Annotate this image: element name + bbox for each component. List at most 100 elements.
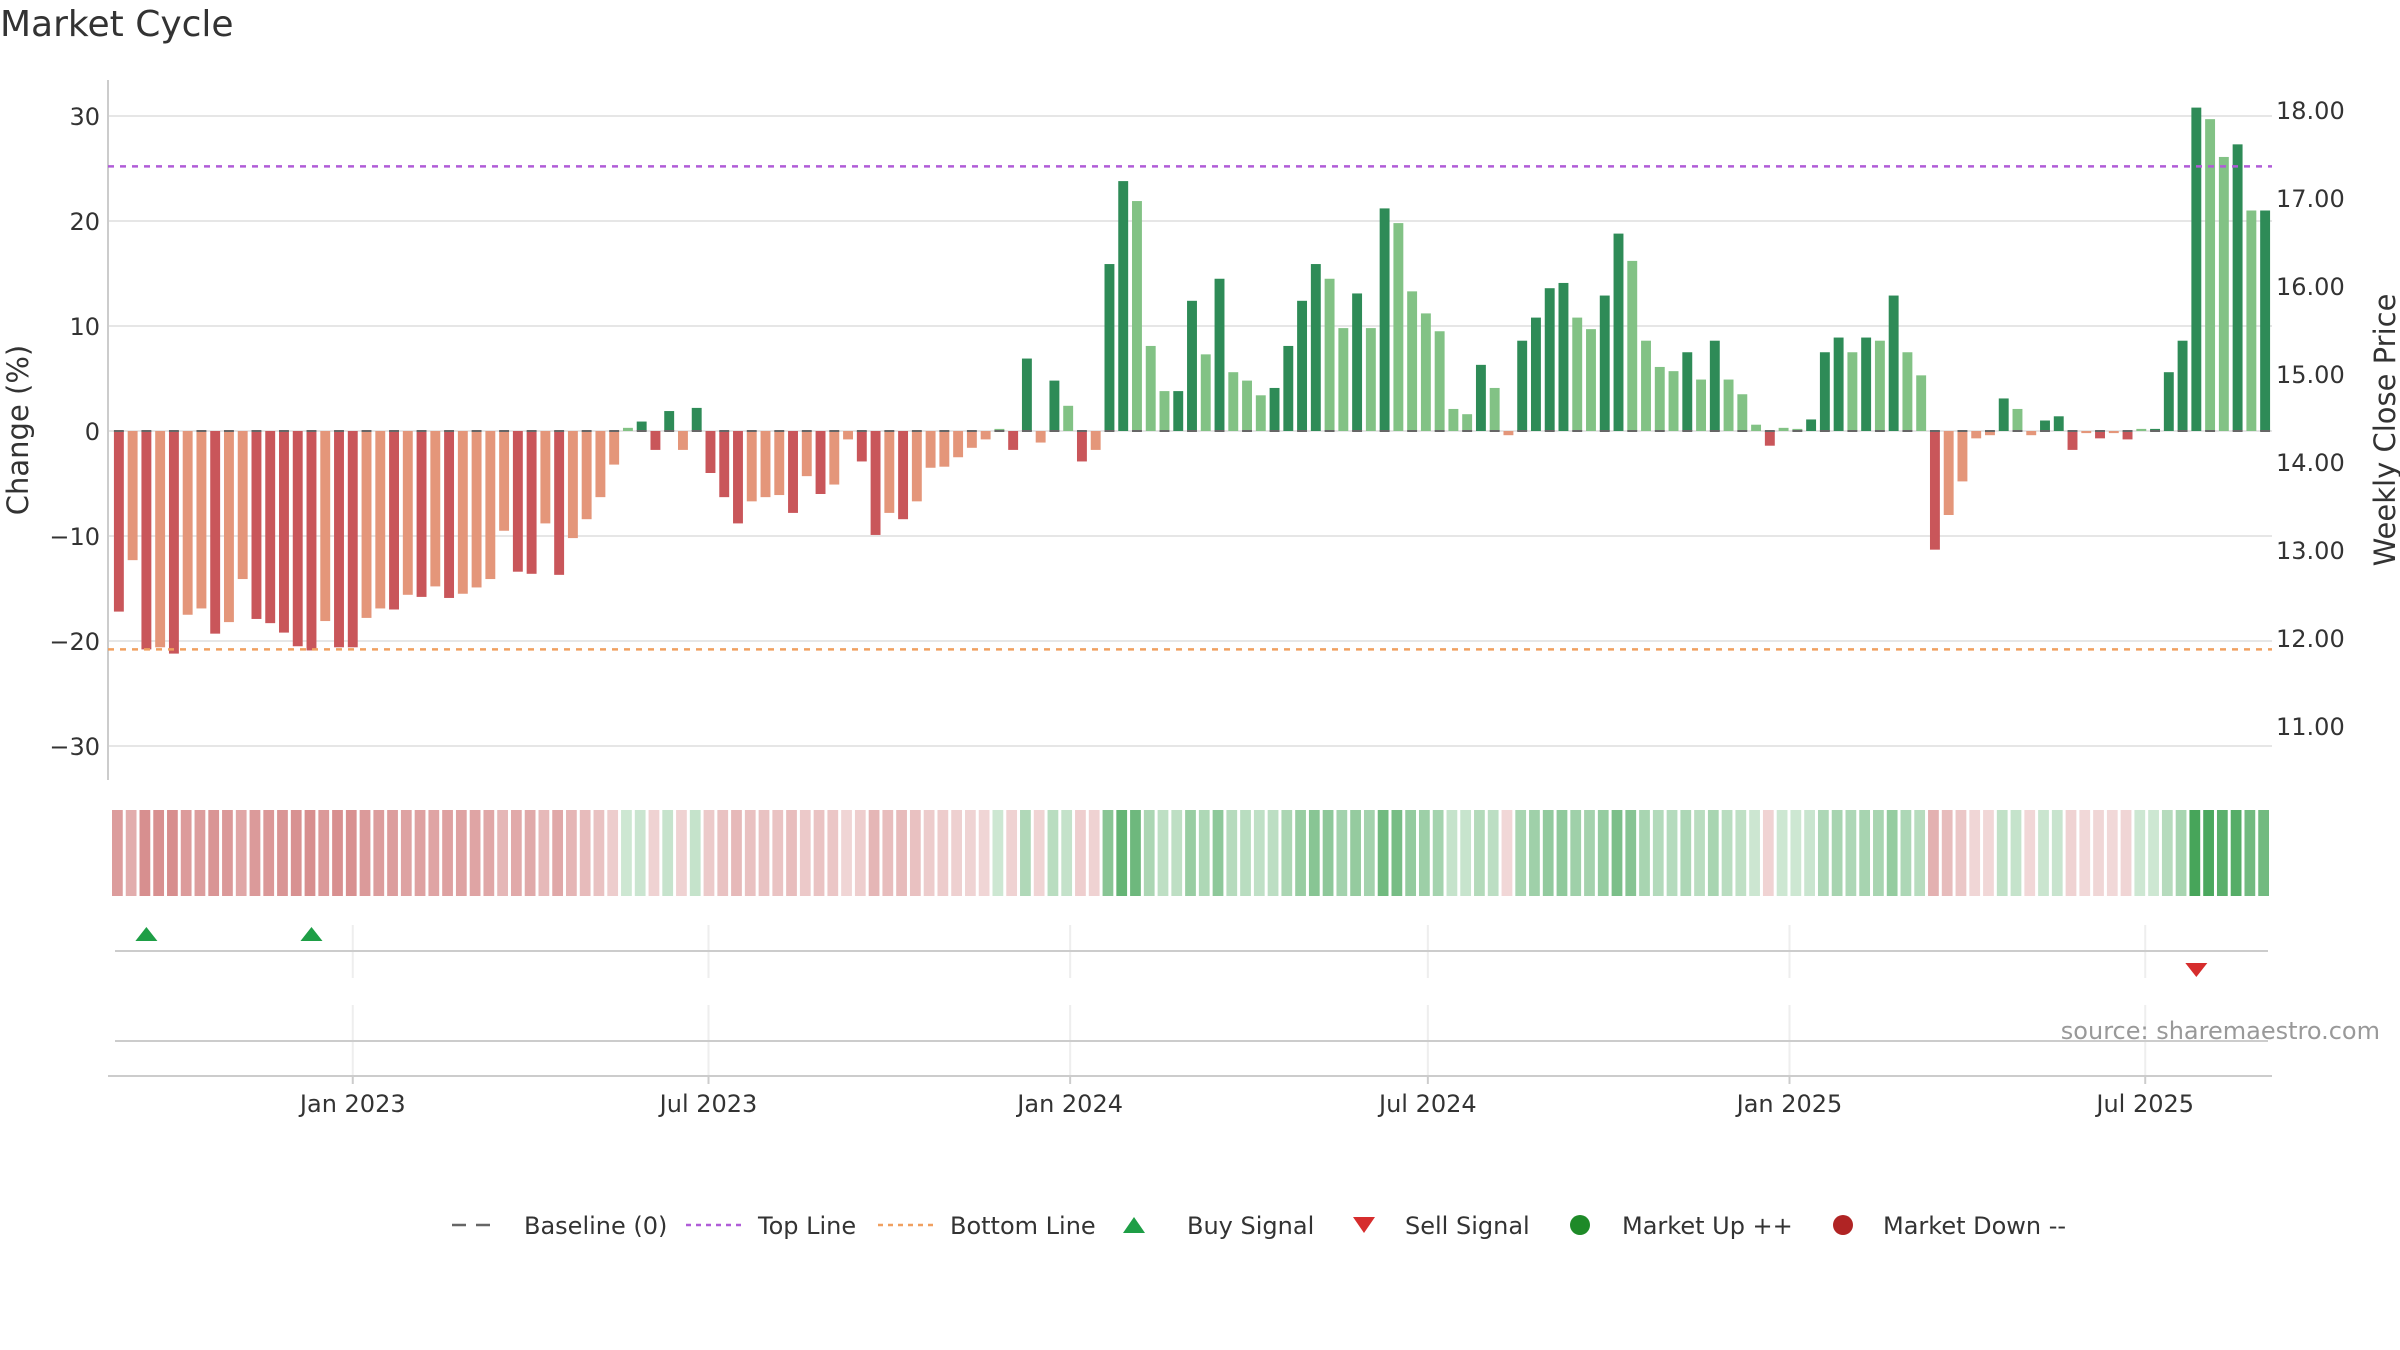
y2-tick-label: 15.00: [2276, 361, 2345, 389]
change-bar: [939, 431, 950, 467]
heat-cell: [290, 810, 302, 896]
change-bar: [457, 431, 468, 594]
legend-item: Bottom Line: [878, 1212, 1096, 1240]
change-bar: [279, 431, 289, 633]
change-bar: [1530, 317, 1541, 431]
y2-tick-label: 17.00: [2276, 185, 2345, 213]
change-bar: [1434, 331, 1445, 431]
heat-cell: [1336, 810, 1348, 896]
heat-cell: [1171, 810, 1183, 896]
x-tick-label: Jul 2024: [1377, 1090, 1477, 1118]
change-bar: [2218, 156, 2229, 431]
y-tick-label: 10: [69, 313, 100, 341]
change-bar: [898, 431, 909, 520]
change-bar: [1035, 431, 1046, 443]
change-bar: [320, 431, 331, 622]
heat-cell: [552, 810, 564, 896]
heat-cell: [318, 810, 330, 896]
change-bar: [251, 431, 262, 619]
heat-cell: [1611, 810, 1623, 896]
change-bar: [168, 431, 179, 654]
y2-tick-label: 12.00: [2276, 625, 2345, 653]
change-bar: [1090, 431, 1101, 450]
heat-cell: [332, 810, 343, 896]
change-bar: [843, 431, 854, 440]
heat-cell: [662, 810, 674, 896]
change-bar: [1916, 375, 1927, 431]
change-bar: [347, 431, 358, 648]
change-bar: [1723, 379, 1734, 431]
legend-label: Sell Signal: [1405, 1212, 1530, 1240]
change-bar: [1475, 364, 1486, 431]
change-bar: [1696, 379, 1706, 431]
heat-cell: [2134, 810, 2146, 896]
change-bar: [1283, 345, 1294, 431]
heat-cell: [2148, 810, 2159, 896]
change-bar: [1489, 387, 1500, 431]
heat-cell: [1226, 810, 1238, 896]
change-bar: [774, 431, 785, 496]
change-bar: [1379, 208, 1390, 431]
heat-cell: [634, 810, 646, 896]
heat-cell: [676, 810, 687, 896]
y2-tick-label: 16.00: [2276, 273, 2345, 301]
heat-cell: [648, 810, 660, 896]
heat-cell: [813, 810, 825, 896]
change-bar: [1214, 278, 1225, 431]
heat-cell: [854, 810, 866, 896]
change-bar: [1737, 394, 1748, 431]
change-bar: [2163, 372, 2174, 431]
change-bar: [636, 421, 647, 431]
heat-cell: [799, 810, 811, 896]
change-bar: [1462, 414, 1473, 431]
heat-cell: [2244, 810, 2256, 896]
legend-item: Buy Signal: [1123, 1212, 1314, 1240]
change-bar: [1173, 391, 1184, 431]
heat-cell: [1350, 810, 1361, 896]
heat-cell: [566, 810, 577, 896]
y-tick-label: 30: [69, 103, 100, 131]
change-bar: [1874, 340, 1885, 431]
legend-item: Market Up ++: [1570, 1212, 1793, 1240]
change-bar: [554, 431, 565, 575]
change-bar: [1806, 419, 1817, 431]
heat-cell: [2024, 810, 2036, 896]
change-bar: [1132, 201, 1142, 431]
change-bar: [1310, 264, 1321, 431]
heat-cell: [112, 810, 123, 896]
change-bar: [1544, 288, 1555, 431]
heat-cell: [1308, 810, 1320, 896]
change-bar: [1255, 395, 1266, 431]
heat-cell: [1859, 810, 1871, 896]
buy-signal-marker: [135, 927, 158, 941]
y-tick-label: 0: [85, 418, 100, 446]
heat-cell: [1914, 810, 1926, 896]
heat-cell: [222, 810, 233, 896]
change-bar: [155, 431, 166, 648]
heat-cell: [167, 810, 178, 896]
heat-cell: [896, 810, 907, 896]
heat-cell: [1198, 810, 1210, 896]
change-bar: [870, 431, 881, 535]
heat-cell: [1240, 810, 1251, 896]
change-bar: [1833, 337, 1844, 431]
change-bar: [1847, 352, 1858, 431]
change-bar: [1819, 352, 1830, 431]
change-bar: [1008, 431, 1019, 450]
change-bar: [1352, 293, 1363, 431]
heat-cell: [1845, 810, 1857, 896]
heat-cell: [1666, 810, 1678, 896]
heat-cell: [1020, 810, 1031, 896]
heat-cell: [1969, 810, 1981, 896]
heat-cell: [2258, 810, 2269, 896]
change-bar: [678, 431, 688, 450]
change-bar: [265, 431, 276, 624]
heat-cell: [1721, 810, 1733, 896]
heat-cell: [1762, 810, 1774, 896]
y-axis-label: Change (%): [1, 345, 35, 515]
change-bar: [1049, 380, 1060, 431]
heat-cell: [1033, 810, 1045, 896]
change-bar: [1517, 340, 1528, 431]
change-bar: [1613, 233, 1624, 431]
heat-cell: [1432, 810, 1444, 896]
